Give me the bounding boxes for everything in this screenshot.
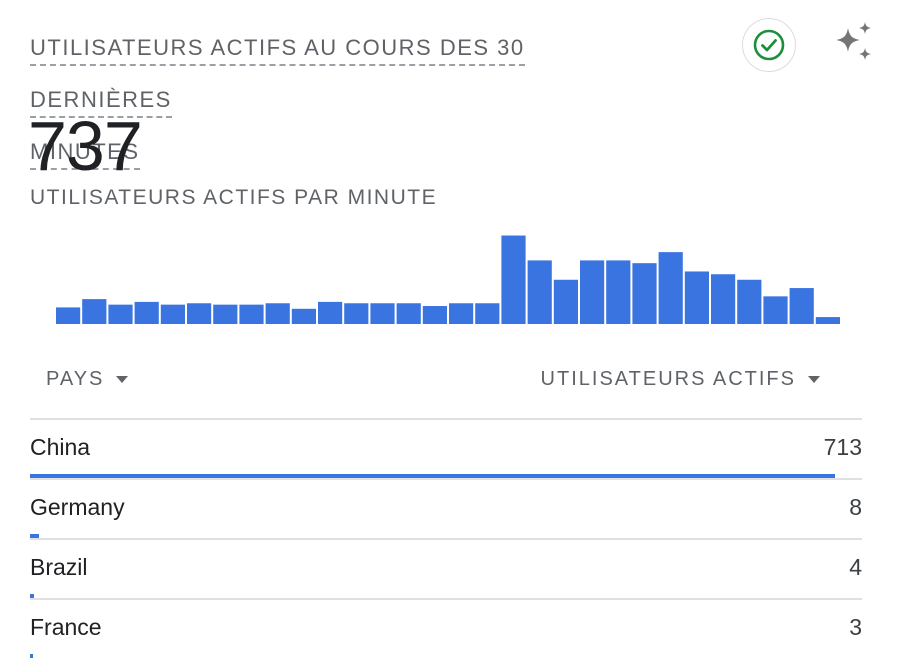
- share-bar: [30, 654, 34, 658]
- chart-bar[interactable]: [632, 263, 657, 324]
- table-row[interactable]: France 3: [30, 600, 862, 658]
- chart-bar[interactable]: [344, 303, 369, 324]
- chart-bar[interactable]: [475, 303, 500, 324]
- chart-bar[interactable]: [160, 304, 185, 324]
- card-title[interactable]: UTILISATEURS ACTIFS AU COURS DES 30 DERN…: [30, 22, 670, 178]
- country-users: 3: [849, 614, 862, 640]
- sparkle-icon: [836, 22, 871, 60]
- sort-by-users-button[interactable]: UTILISATEURS ACTIFS: [541, 368, 820, 391]
- chart-bar[interactable]: [187, 303, 212, 324]
- share-bar: [30, 474, 835, 478]
- chart-bar[interactable]: [82, 299, 107, 324]
- share-bar: [30, 594, 35, 598]
- table-row[interactable]: Germany 8: [30, 480, 862, 540]
- column-header-country: PAYS: [46, 368, 105, 390]
- chart-bar[interactable]: [815, 317, 840, 324]
- chart-bar[interactable]: [789, 288, 814, 324]
- chart-bar[interactable]: [527, 260, 552, 324]
- chart-bar[interactable]: [422, 306, 447, 324]
- country-name: Germany: [30, 494, 125, 520]
- chart-bar[interactable]: [580, 260, 605, 324]
- card-title-line-1: UTILISATEURS ACTIFS AU COURS DES 30 DERN…: [30, 35, 525, 118]
- users-per-minute-chart: [56, 235, 840, 324]
- chart-bar[interactable]: [265, 303, 290, 324]
- status-badge[interactable]: [742, 18, 796, 72]
- total-active-users: 737: [28, 107, 143, 185]
- chart-bar[interactable]: [711, 274, 736, 324]
- insights-button[interactable]: [826, 18, 882, 70]
- chart-bar[interactable]: [501, 235, 526, 324]
- chart-bar[interactable]: [606, 260, 631, 324]
- table-header: PAYS UTILISATEURS ACTIFS: [30, 356, 862, 420]
- country-users: 4: [849, 554, 862, 580]
- chart-bar[interactable]: [134, 301, 159, 324]
- sort-by-country-button[interactable]: PAYS: [46, 368, 129, 391]
- country-table: China 713 Germany 8 Brazil 4 France 3: [30, 420, 862, 658]
- share-bar: [30, 534, 40, 538]
- chart-bar[interactable]: [318, 301, 343, 324]
- caret-down-icon: [116, 376, 129, 383]
- chart-bar[interactable]: [684, 271, 709, 324]
- card-title-line-2: MINUTES: [30, 139, 140, 170]
- chart-bar[interactable]: [658, 252, 683, 324]
- chart-bar[interactable]: [449, 303, 474, 324]
- chart-bar[interactable]: [213, 304, 238, 324]
- chart-bar[interactable]: [737, 279, 762, 324]
- country-name: China: [30, 434, 91, 460]
- chart-bar[interactable]: [56, 307, 81, 324]
- column-header-users: UTILISATEURS ACTIFS: [540, 368, 796, 390]
- chart-bar[interactable]: [239, 304, 264, 324]
- chart-bar[interactable]: [370, 303, 395, 324]
- country-name: France: [30, 614, 102, 640]
- chart-bar[interactable]: [396, 303, 421, 324]
- chart-bar[interactable]: [763, 296, 788, 324]
- check-circle-icon: [753, 29, 785, 61]
- table-row[interactable]: Brazil 4: [30, 540, 862, 600]
- chart-bar[interactable]: [291, 308, 316, 324]
- country-users: 8: [849, 494, 862, 520]
- chart-bar[interactable]: [108, 304, 133, 324]
- country-name: Brazil: [30, 554, 88, 580]
- chart-subtitle: UTILISATEURS ACTIFS PAR MINUTE: [30, 186, 438, 209]
- caret-down-icon: [808, 376, 820, 383]
- country-users: 713: [823, 434, 862, 460]
- table-row[interactable]: China 713: [30, 420, 862, 480]
- chart-bar[interactable]: [553, 279, 578, 324]
